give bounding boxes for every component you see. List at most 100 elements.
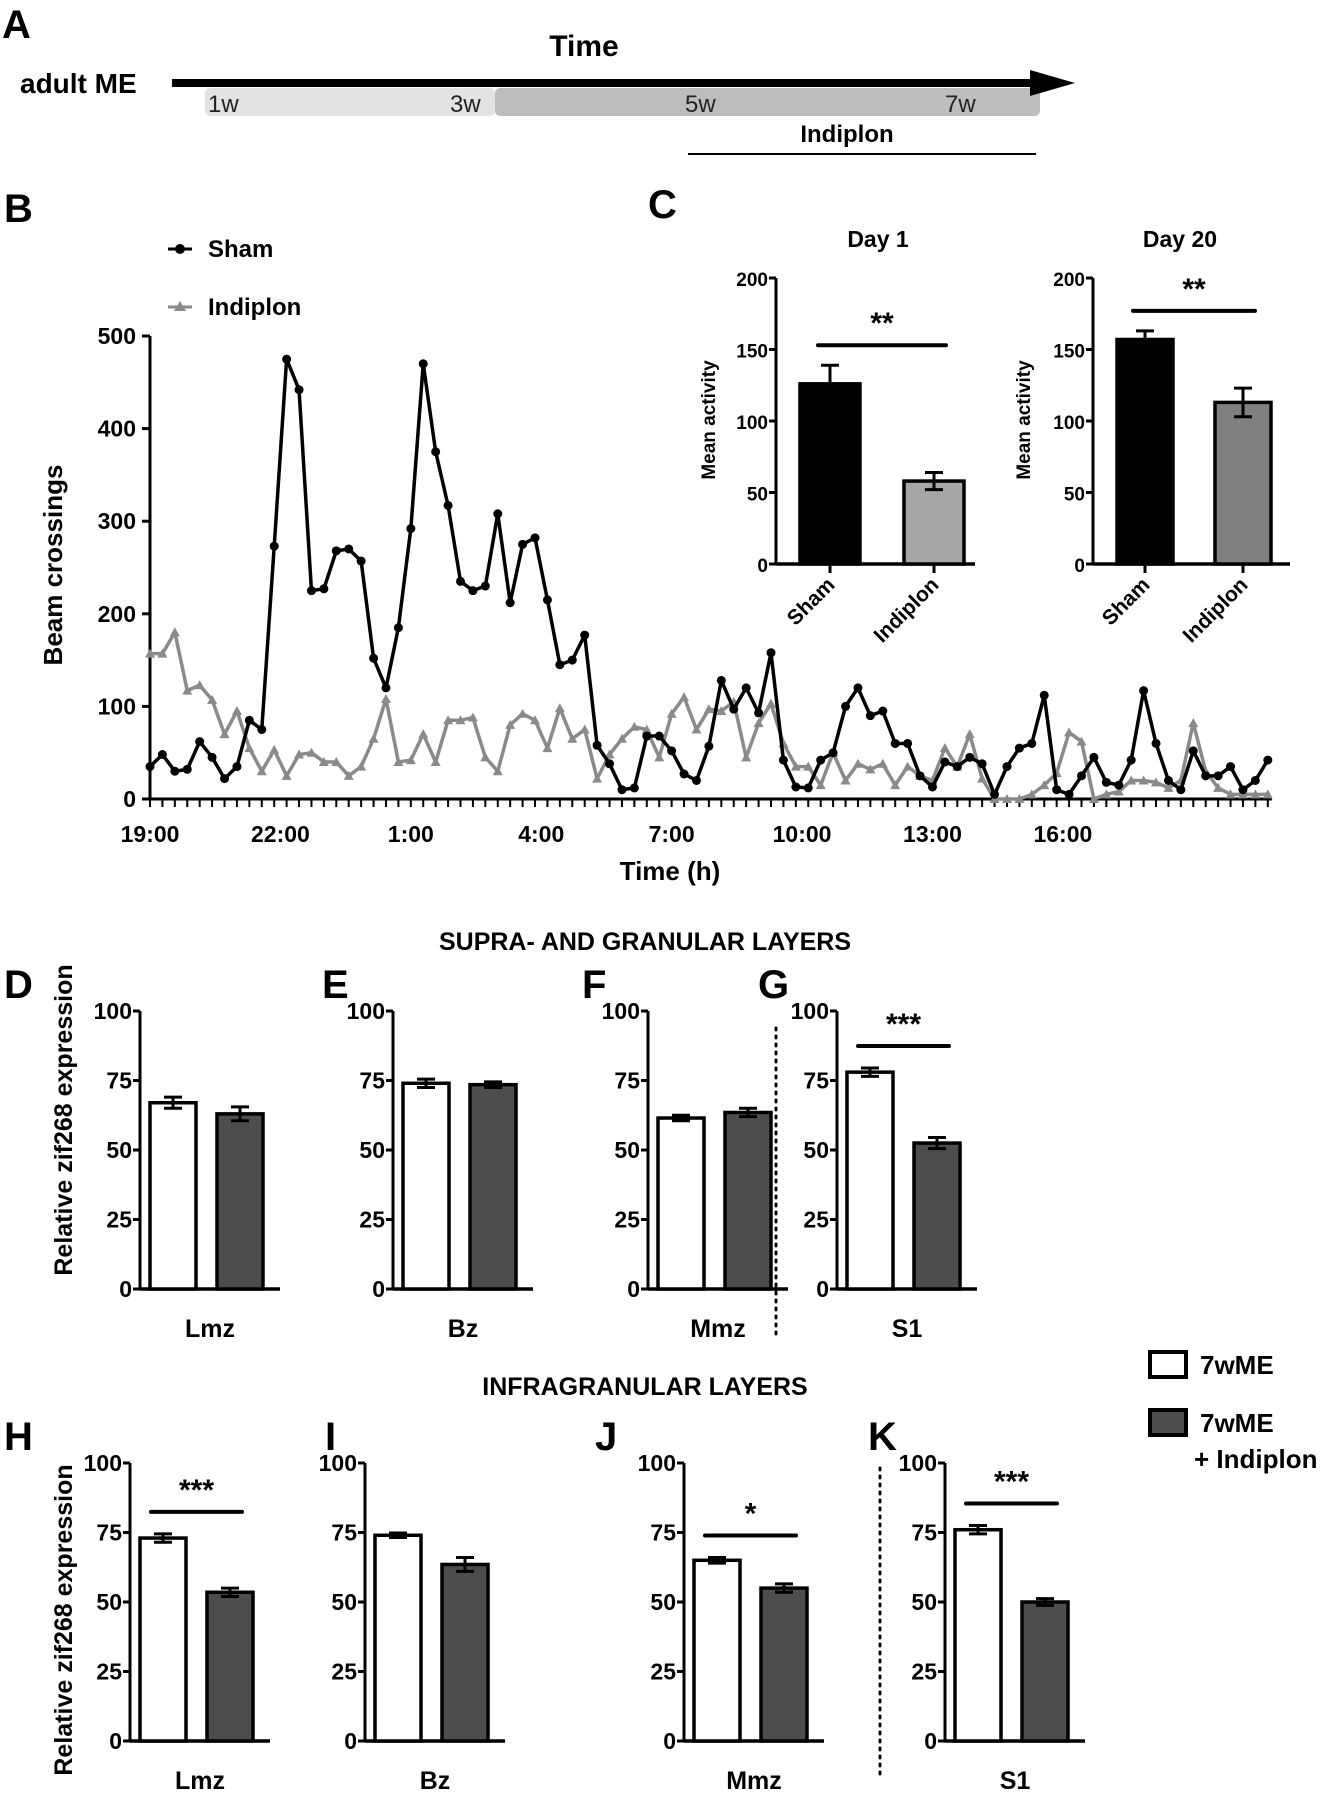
data-point-sham [878,706,888,716]
data-point-sham [803,783,813,793]
significance-stars: *** [886,1008,921,1041]
data-point-indiplon [1101,789,1112,799]
timeline-title: Time [549,30,618,63]
legend-swatch-7wme-indiplon [1148,1408,1188,1437]
x-axis-label: Lmz [175,1767,225,1795]
chart-b-xtick-label: 19:00 [121,821,180,847]
data-point-indiplon [902,761,913,771]
timeline-week-3: 3w [450,91,481,118]
legend-label-7wme: 7wME [1200,1350,1274,1380]
data-point-sham [865,711,875,721]
panel-letter-b: B [4,187,33,231]
ytick-label: 0 [372,1276,385,1302]
series-line-indiplon [150,630,1268,801]
chart-b-ytick-label: 500 [98,323,136,349]
ytick-label: 100 [84,1450,122,1476]
ytick-label: 200 [1053,270,1085,291]
data-point-indiplon [803,761,814,771]
data-point-indiplon [1138,775,1149,785]
data-point-indiplon [865,764,876,774]
data-point-indiplon [331,756,342,766]
data-point-sham [480,581,490,591]
bar-control [953,1527,1003,1743]
data-point-sham [542,595,552,605]
ytick-label: 100 [638,1450,676,1476]
ytick-label: 100 [602,998,640,1024]
ytick-label: 25 [96,1659,122,1685]
chart-b-xtick-label: 16:00 [1033,821,1092,847]
chart-g: 0 25 50 75 100 *** S1 [791,998,977,1343]
data-point-indiplon [269,744,280,754]
data-point-indiplon [554,703,565,713]
ytick-label: 50 [96,1589,122,1615]
data-point-sham [853,683,863,693]
chart-title: Day 1 [847,226,909,252]
significance-stars: *** [179,1474,214,1507]
data-point-indiplon [1076,736,1087,746]
ytick-label: 100 [899,1450,937,1476]
data-point-indiplon [1151,777,1162,787]
data-point-sham [468,586,478,596]
data-point-sham [667,746,677,756]
chart-b-series [145,354,1273,803]
ytick-label: 0 [109,1728,122,1754]
chart-b-xtick-label: 1:00 [388,821,434,847]
data-point-indiplon [691,724,702,734]
data-point-indiplon [505,719,516,729]
ytick-label: 0 [1074,556,1085,577]
data-point-indiplon [964,729,975,739]
data-point-sham [704,741,714,751]
data-point-indiplon [356,761,367,771]
data-point-indiplon [418,729,429,739]
bar-control [845,1070,895,1291]
data-point-indiplon [679,692,690,702]
data-point-sham [157,750,167,760]
ytick-label: 50 [106,1137,132,1163]
data-point-sham [654,731,664,741]
data-point-indiplon [306,747,317,757]
data-point-sham [1052,785,1062,795]
category-label: Sham [1098,573,1155,630]
data-point-indiplon [1001,794,1012,803]
data-point-sham [1139,686,1149,696]
ytick-label: 0 [119,1276,132,1302]
data-point-sham [493,509,503,519]
x-axis-label: Bz [448,1315,479,1343]
group-legend: 7wME 7wME + Indiplon [1148,1350,1318,1474]
data-point-sham [505,598,515,608]
data-point-indiplon [443,715,454,725]
ytick-label: 25 [614,1207,640,1233]
chart-b-xtick-label: 7:00 [649,821,695,847]
data-point-indiplon [641,724,652,734]
ytick-label: 150 [736,342,768,363]
timeline-week-7: 7w [945,91,976,118]
x-axis-label: Mmz [690,1315,746,1343]
panel-letter-i: I [325,1415,336,1459]
data-point-sham [1213,771,1223,781]
legend-label-7wme-indiplon-2: + Indiplon [1194,1444,1318,1474]
data-point-indiplon [1126,775,1137,785]
data-point-sham [1126,755,1136,765]
data-point-indiplon [1026,789,1037,799]
ytick-label: 25 [803,1207,829,1233]
bar-control [373,1533,423,1743]
bar-treatment [1213,400,1273,566]
data-point-sham [1002,762,1012,772]
legend-sham-marker [175,244,185,254]
data-point-sham [555,660,565,670]
bar-treatment [759,1586,809,1743]
data-point-sham [1201,771,1211,781]
data-point-indiplon [368,733,379,743]
chart-d: 0 25 50 75 100 Lmz [94,998,280,1343]
timeline-start-label: adult ME [20,68,137,99]
data-point-indiplon [1113,786,1124,796]
data-point-indiplon [1163,782,1174,792]
data-point-sham [716,675,726,685]
legend-sham-label: Sham [208,236,273,263]
chart-b-ytick-label: 400 [98,416,136,442]
data-point-sham [642,731,652,741]
data-point-sham [1188,746,1198,756]
chart-b-legend: Sham Indiplon [168,236,301,321]
x-axis-label: S1 [1000,1767,1031,1795]
data-point-sham [244,715,254,725]
